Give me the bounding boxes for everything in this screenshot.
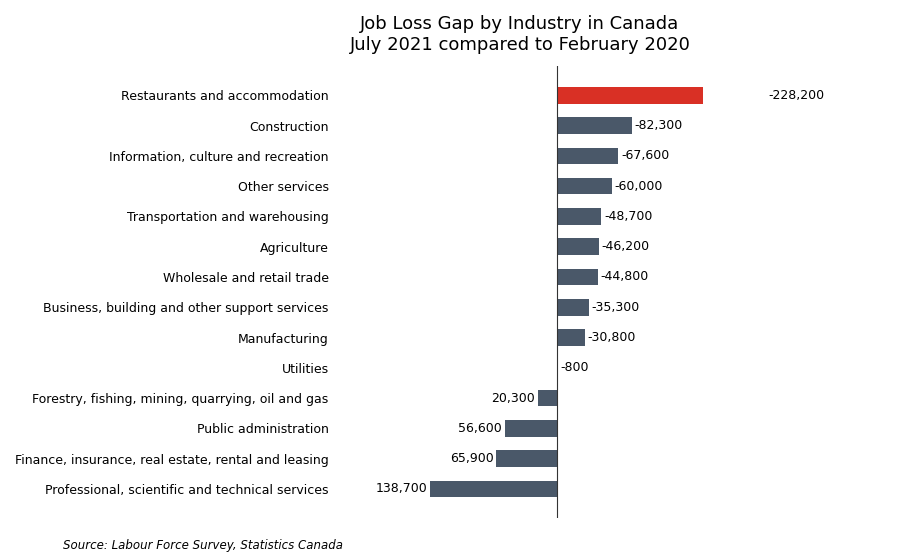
Text: -44,800: -44,800 <box>601 270 648 284</box>
Text: -48,700: -48,700 <box>604 210 652 223</box>
Bar <box>557 208 601 225</box>
Text: -46,200: -46,200 <box>602 240 650 253</box>
Bar <box>557 148 619 164</box>
Bar <box>557 269 597 285</box>
Text: -228,200: -228,200 <box>768 89 824 102</box>
Text: -60,000: -60,000 <box>614 180 663 193</box>
Bar <box>538 390 557 406</box>
Bar <box>557 329 585 346</box>
Bar <box>497 450 557 467</box>
Text: 138,700: 138,700 <box>375 482 427 496</box>
Text: -82,300: -82,300 <box>635 119 682 132</box>
Bar <box>557 239 599 255</box>
Bar <box>505 420 557 437</box>
Text: -67,600: -67,600 <box>621 149 670 163</box>
Text: -35,300: -35,300 <box>592 301 640 314</box>
Text: Source: Labour Force Survey, Statistics Canada: Source: Labour Force Survey, Statistics … <box>63 539 343 552</box>
Text: 20,300: 20,300 <box>491 392 535 405</box>
Text: -30,800: -30,800 <box>587 331 636 344</box>
Text: 65,900: 65,900 <box>450 452 494 465</box>
Bar <box>557 87 765 104</box>
Text: -800: -800 <box>560 361 588 374</box>
Bar <box>430 481 557 497</box>
Title: Job Loss Gap by Industry in Canada
July 2021 compared to February 2020: Job Loss Gap by Industry in Canada July … <box>349 15 691 54</box>
Bar <box>557 299 589 316</box>
Text: 56,600: 56,600 <box>458 422 502 435</box>
Bar <box>557 178 612 194</box>
Bar <box>557 117 632 134</box>
